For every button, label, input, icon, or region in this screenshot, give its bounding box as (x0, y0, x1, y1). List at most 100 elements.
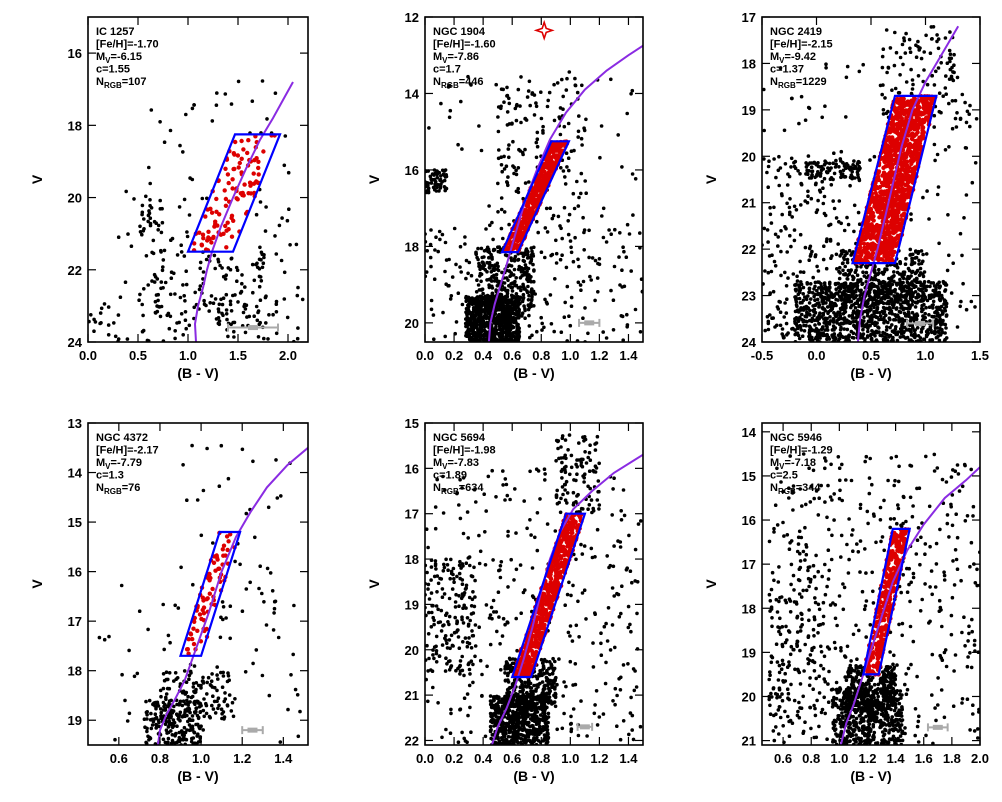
field-star (807, 258, 811, 263)
field-star (868, 317, 873, 322)
field-star (440, 168, 445, 173)
field-star (762, 226, 767, 231)
field-star (564, 265, 569, 270)
field-star (609, 288, 613, 293)
field-star (552, 329, 556, 334)
field-star (824, 266, 829, 271)
field-star (499, 295, 504, 300)
field-star (934, 285, 938, 290)
field-star (511, 302, 516, 306)
field-star (534, 140, 539, 145)
field-star (487, 250, 492, 255)
x-tick-label: 0.5 (129, 348, 147, 363)
field-star (843, 310, 848, 314)
field-star (425, 270, 429, 274)
x-axis-title: (B - V) (513, 365, 554, 381)
field-star (816, 198, 820, 203)
field-star (514, 312, 518, 317)
field-star (514, 276, 518, 280)
field-star (169, 238, 173, 242)
field-star (935, 313, 940, 317)
field-star (837, 336, 842, 341)
field-star (837, 276, 842, 281)
field-star (513, 283, 518, 288)
field-star (933, 158, 937, 163)
rgb-star (236, 165, 241, 170)
field-star (913, 334, 917, 338)
field-star (578, 283, 583, 287)
field-star (762, 157, 766, 161)
field-star (841, 268, 845, 273)
field-star (251, 290, 255, 295)
field-star (590, 256, 595, 260)
field-star (492, 279, 497, 283)
field-star (836, 333, 841, 338)
field-star (198, 260, 203, 265)
field-star (571, 259, 576, 264)
field-star (517, 316, 521, 320)
field-star (797, 336, 802, 341)
field-star (800, 334, 805, 339)
field-star (850, 176, 854, 181)
field-star (512, 320, 517, 324)
field-star (520, 314, 524, 318)
field-star (443, 168, 448, 172)
field-star (892, 318, 896, 322)
field-star (796, 326, 800, 331)
mv-value: =-7.86 (448, 51, 480, 63)
rgb-star (208, 206, 213, 211)
field-star (913, 256, 917, 260)
field-star (438, 177, 443, 182)
rgb-star (223, 203, 229, 208)
field-star (523, 147, 527, 152)
field-star (911, 269, 915, 274)
field-star (850, 313, 855, 318)
field-star (885, 338, 890, 342)
field-star (968, 103, 972, 108)
field-star (801, 270, 806, 275)
rgb-star (199, 243, 205, 248)
field-star (496, 280, 501, 284)
field-star (948, 67, 953, 72)
field-star (837, 220, 841, 224)
field-star (522, 287, 526, 291)
field-star (487, 204, 491, 208)
rgb-star (524, 212, 529, 217)
field-star (296, 285, 300, 290)
field-star (479, 288, 484, 292)
field-star (967, 112, 971, 116)
field-star (813, 175, 817, 180)
field-star (794, 316, 799, 320)
field-star (485, 293, 490, 298)
field-star (505, 110, 510, 114)
field-star (482, 255, 486, 259)
field-star (492, 267, 497, 271)
field-star (874, 309, 879, 313)
isochrone-line (193, 81, 294, 342)
field-star (179, 250, 184, 254)
field-star (441, 172, 446, 176)
field-star (444, 173, 449, 177)
field-star (932, 113, 937, 118)
field-star (962, 216, 966, 220)
field-star (514, 118, 519, 123)
field-star (949, 56, 954, 61)
field-star (856, 310, 860, 314)
field-star (795, 274, 799, 279)
field-star (618, 231, 622, 235)
field-star (908, 50, 913, 54)
field-star (505, 94, 509, 98)
field-star (509, 264, 514, 268)
x-tick-label: 1.5 (229, 348, 247, 363)
y-tick-label: 24 (68, 335, 83, 350)
field-star (217, 319, 222, 323)
field-star (596, 290, 600, 294)
field-star (497, 297, 501, 302)
field-star (890, 299, 894, 304)
field-star (522, 304, 526, 308)
field-star (843, 281, 848, 285)
field-star (925, 298, 930, 303)
x-tick-label: 1.2 (590, 348, 608, 363)
field-star (183, 299, 187, 303)
